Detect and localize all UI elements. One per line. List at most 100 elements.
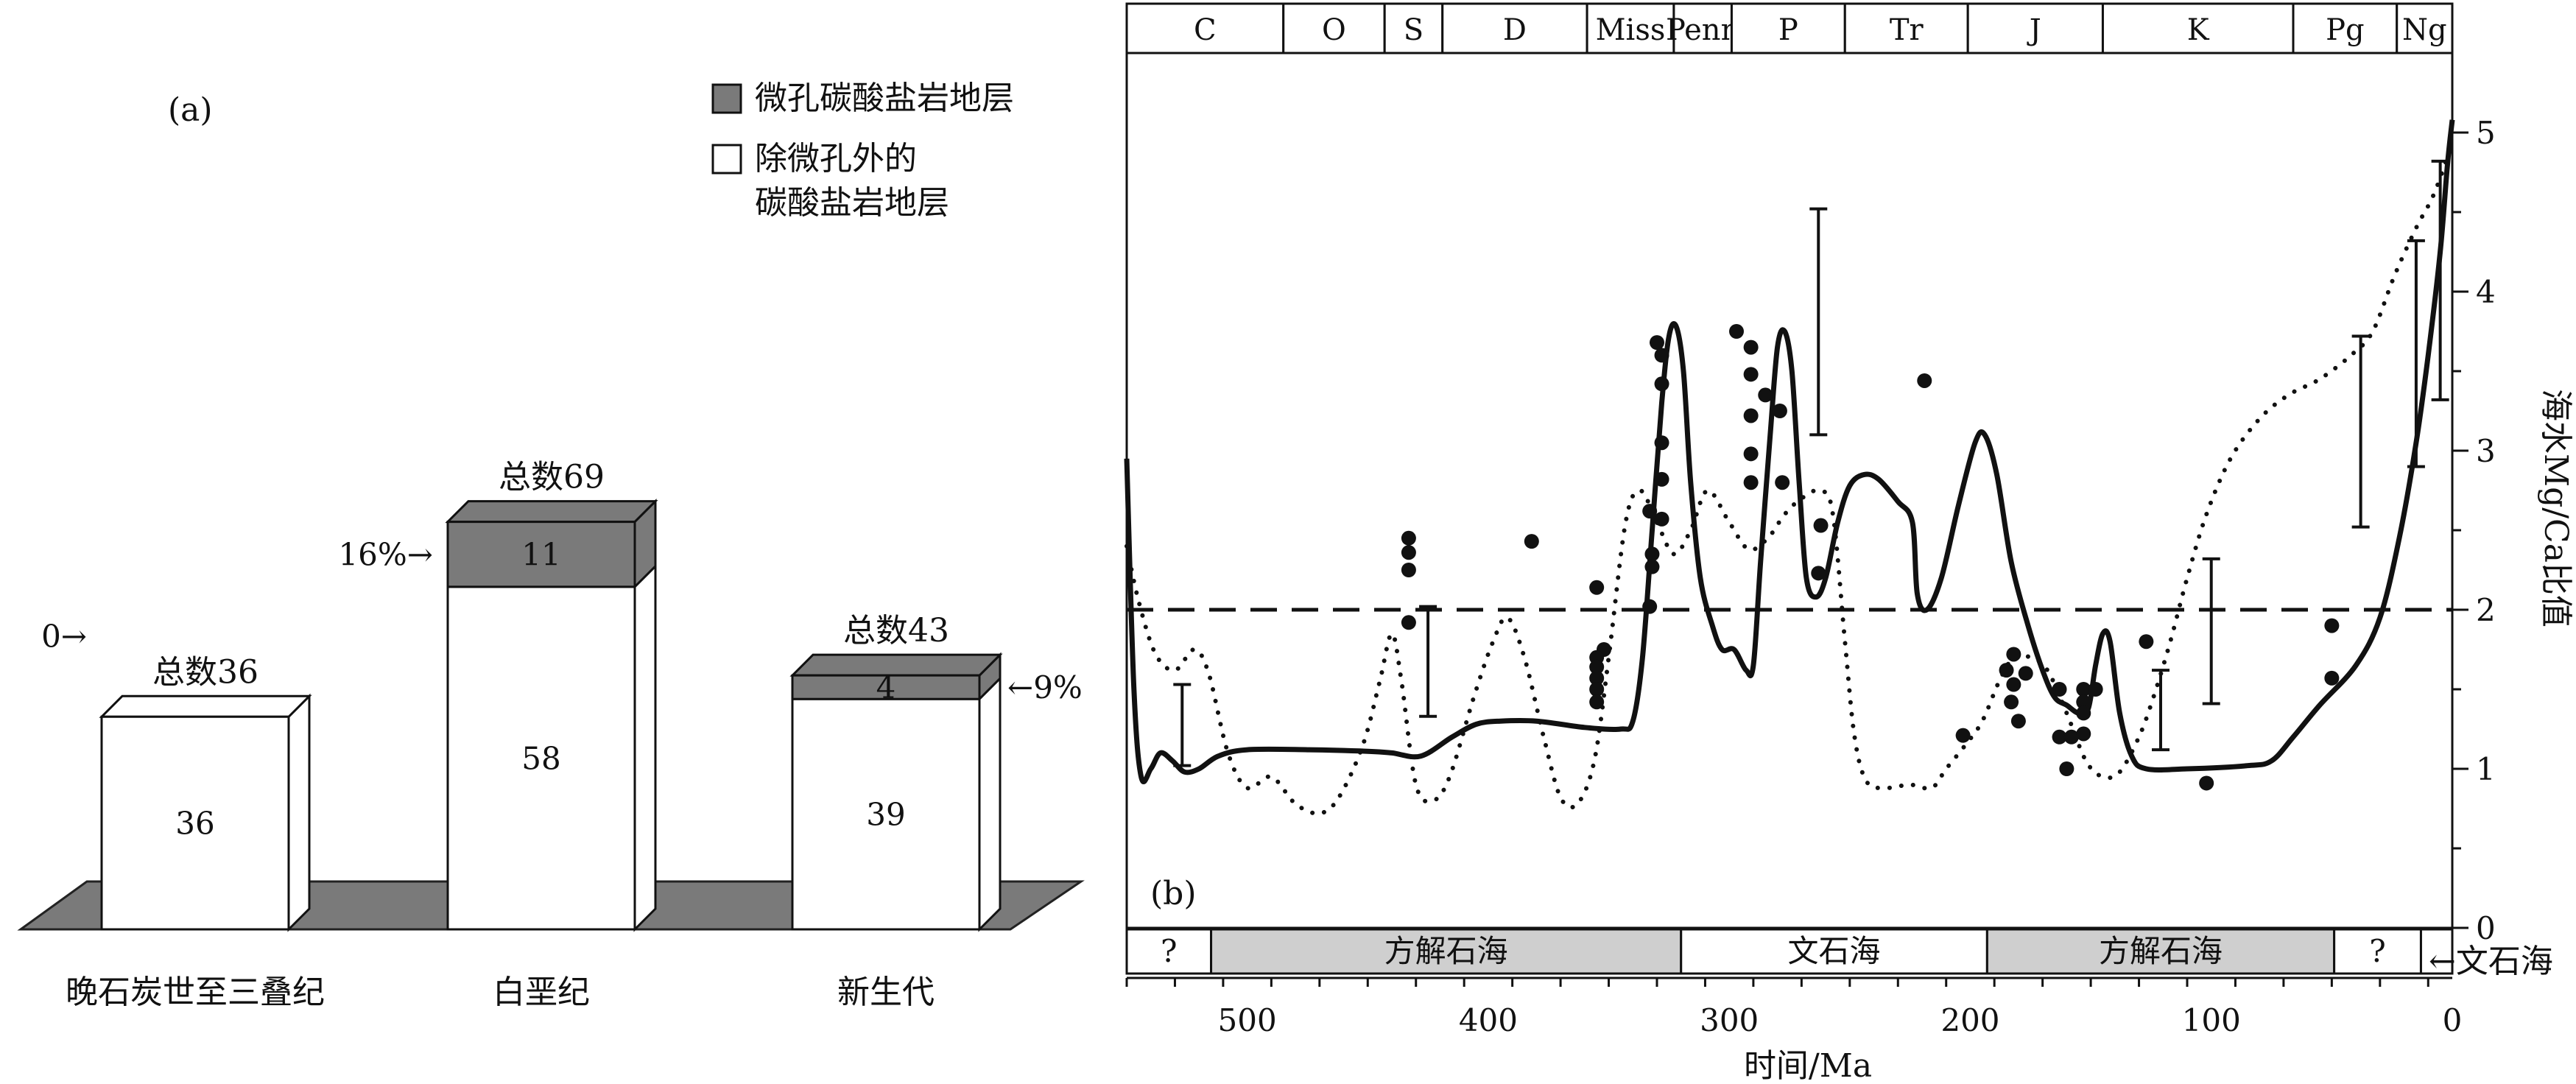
period-label: Pg (2326, 13, 2365, 47)
x-tick-label: 0 (2443, 1002, 2463, 1038)
sea-type-bar: ? 方解石海 文石海 方解石海? (1125, 928, 2454, 975)
data-point (1654, 376, 1669, 392)
bar-side-other (633, 563, 657, 932)
series-dotted-curve (1125, 130, 2454, 816)
period-cell (2101, 2, 2295, 54)
period-label: Penn (1666, 13, 1739, 47)
data-point (1642, 599, 1658, 614)
x-tick-label: 200 (1940, 1002, 1999, 1038)
period-cell (1441, 2, 1588, 54)
y-axis: 0 1 2 3 4 5 (2452, 115, 2496, 946)
geologic-period-bar: C O S D Miss Penn P Tr J K Pg Ng (1125, 2, 2454, 54)
period-label: K (2187, 13, 2210, 47)
y-axis-title: 海水Mg/Ca比值 (2537, 389, 2575, 627)
data-point (1955, 728, 1971, 743)
period-cell (2292, 2, 2399, 54)
period-label: J (2027, 13, 2041, 47)
data-point (1654, 471, 1669, 487)
data-point (1743, 367, 1759, 382)
data-point (1917, 373, 1932, 388)
category-label: 新生代 (837, 974, 935, 1011)
data-point (2018, 666, 2033, 681)
value-label-micro: 4 (876, 669, 896, 705)
data-point (1811, 566, 1826, 581)
sea-band-label: ? (2369, 933, 2386, 969)
period-cell (2396, 2, 2454, 54)
data-point (1654, 348, 1669, 363)
period-cell (1672, 2, 1733, 54)
panel-b-label: (b) (1150, 875, 1197, 912)
sea-right-label: ←文石海 (2429, 943, 2553, 980)
value-label-other: 36 (175, 806, 214, 842)
y-tick-label: 5 (2476, 115, 2496, 151)
value-label-other: 58 (521, 740, 560, 776)
period-label: D (1503, 13, 1527, 47)
bar-micro (791, 674, 981, 700)
data-point (1772, 404, 1787, 418)
x-tick-label: 400 (1459, 1002, 1518, 1038)
sea-band (1680, 928, 1988, 975)
period-label: P (1778, 13, 1798, 47)
data-point (2052, 729, 2067, 745)
plot-frame (1125, 52, 2454, 929)
sea-band-label: 方解石海 (1384, 933, 1508, 969)
sea-band (1125, 928, 1213, 975)
bar-other (791, 697, 981, 931)
bar-top (445, 500, 658, 524)
bar-side-other (287, 693, 311, 932)
legend-swatch-micro (711, 83, 742, 114)
bar-top (789, 653, 1003, 677)
bar-side-other (978, 675, 1002, 932)
data-point (1775, 475, 1790, 490)
data-point (1729, 324, 1744, 339)
data-point (1650, 335, 1664, 351)
data-point (2199, 775, 2214, 791)
data-point (1589, 580, 1605, 595)
sea-band-label: 文石海 (1788, 933, 1881, 969)
data-point (2076, 682, 2091, 697)
period-label: C (1194, 13, 1217, 47)
x-axis-title: 时间/Ma (1744, 1047, 1872, 1084)
data-point (2006, 677, 2021, 692)
data-point (1589, 659, 1605, 675)
legend-swatch-other (711, 144, 742, 175)
sea-band (2419, 928, 2454, 975)
sea-band-label: 方解石海 (2099, 933, 2223, 969)
data-point (2004, 694, 2019, 710)
percent-label: 16%→ (338, 537, 433, 573)
x-tick-label: 300 (1700, 1002, 1759, 1038)
data-points (1401, 324, 2340, 791)
bar-micro (446, 521, 636, 588)
bar-top (99, 694, 312, 718)
period-label: Ng (2402, 13, 2447, 47)
category-label: 晚石炭世至三叠纪 (66, 974, 325, 1011)
data-point (2324, 618, 2340, 633)
data-point (1589, 694, 1605, 710)
data-point (2076, 726, 2091, 742)
period-label: Tr (1890, 13, 1924, 47)
data-point (1758, 387, 1773, 403)
data-point (1642, 504, 1658, 519)
sea-band (1985, 928, 2336, 975)
period-cell (1282, 2, 1386, 54)
data-point (2063, 729, 2079, 745)
sea-band (2333, 928, 2422, 975)
total-label: 总数36 (152, 653, 258, 691)
period-cell (1730, 2, 1846, 54)
value-label-micro: 11 (521, 537, 560, 573)
panel-a-bar-chart: 36 总数36 晚石炭世至三叠纪 0→ 11 58 总数69 白垩纪 16%→ 4 39 总数43 新生… (17, 80, 1085, 1011)
data-point (1644, 559, 1660, 574)
data-point (1743, 339, 1759, 355)
data-point (2010, 714, 2026, 729)
legend-label-micro: 微孔碳酸盐岩地层 (755, 80, 1014, 117)
data-point (2076, 705, 2091, 721)
panel-b-line-chart: C O S D Miss Penn P Tr J K Pg Ng ? 方解石海 文石海 方解石海? ←文石海… (1124, 2, 2575, 1084)
data-point (1743, 446, 1759, 462)
total-label: 总数69 (499, 459, 605, 496)
data-point (2088, 682, 2103, 697)
percent-label: 0→ (41, 618, 87, 654)
percent-label: ←9% (1007, 669, 1083, 705)
y-tick-label: 2 (2476, 592, 2496, 628)
error-bars (1173, 159, 2449, 767)
total-label: 总数43 (843, 612, 949, 650)
